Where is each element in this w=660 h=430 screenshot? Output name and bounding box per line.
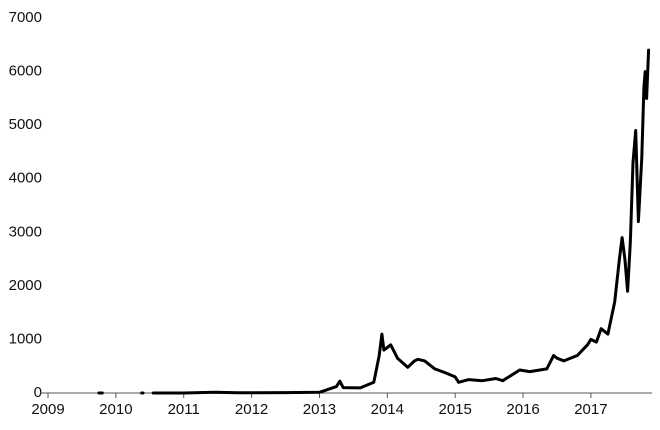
price-line: [97, 48, 651, 395]
x-tick-label: 2011: [168, 401, 200, 418]
y-tick-label: 2000: [9, 277, 42, 294]
y-tick-label: 1000: [9, 330, 42, 347]
y-tick-label: 0: [34, 384, 42, 401]
x-tick-label: 2015: [439, 401, 472, 418]
x-tick-label: 2012: [235, 401, 268, 418]
y-tick-label: 3000: [9, 223, 42, 240]
y-tick-label: 5000: [9, 116, 42, 133]
y-tick-label: 4000: [9, 170, 42, 187]
x-tick-label: 2017: [574, 401, 607, 418]
x-tick-label: 2009: [31, 401, 64, 418]
x-tick-label: 2014: [371, 401, 404, 418]
y-tick-label: 7000: [9, 9, 42, 26]
x-tick-label: 2013: [303, 401, 336, 418]
x-tick-label: 2010: [99, 401, 132, 418]
y-tick-label: 6000: [9, 63, 42, 80]
x-tick-label: 2016: [506, 401, 539, 418]
